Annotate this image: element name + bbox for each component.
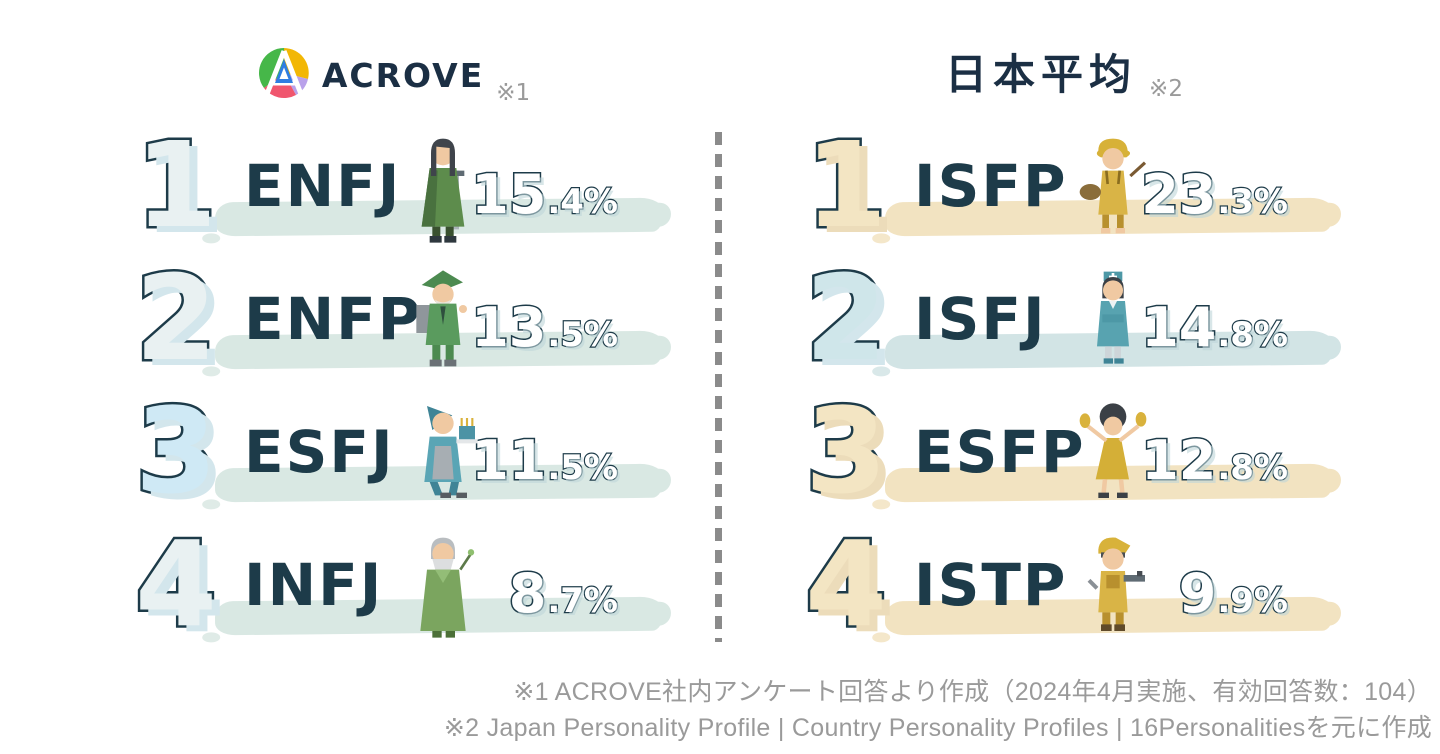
mbti-type-label: ESFP xyxy=(914,418,1086,486)
isfp-adventurer-character-icon xyxy=(1072,136,1154,248)
footnote-2: ※2 Japan Personality Profile | Country P… xyxy=(443,714,1432,742)
mbti-type-label: ESFJ xyxy=(244,418,395,486)
acrove-rank-4-row: 4 INFJ 8.7% xyxy=(120,522,668,660)
mbti-type-label: ISFJ xyxy=(914,285,1047,353)
acrove-rank-2-row: 2 ENFP 13.5% xyxy=(120,256,668,394)
rank-number: 2 xyxy=(802,248,889,387)
percentage-value: 14.8% xyxy=(1140,296,1289,359)
percentage-value: 11.5% xyxy=(470,429,619,492)
japan-rank-4-row: 4 ISTP 9.9% xyxy=(790,522,1338,660)
percentage-value: 12.8% xyxy=(1140,429,1289,492)
acrove-rank-3-row: 3 ESFJ 11.5% xyxy=(120,389,668,527)
isfj-defender-character-icon xyxy=(1072,269,1154,381)
mbti-type-label: INFJ xyxy=(244,551,384,619)
footnote-1: ※1 ACROVE社内アンケート回答より作成（2024年4月実施、有効回答数：1… xyxy=(513,678,1432,706)
acrove-note-ref: ※1 xyxy=(496,80,531,106)
rank-number: 4 xyxy=(802,514,889,653)
percentage-value: 15.4% xyxy=(470,163,619,226)
percentage-value: 9.9% xyxy=(1177,562,1289,625)
percentage-value: 23.3% xyxy=(1140,163,1289,226)
japan-average-title: 日本平均 xyxy=(945,49,1138,99)
acrove-brand-title: ACROVE xyxy=(321,55,485,95)
mbti-type-label: ENFJ xyxy=(244,152,402,220)
rank-number: 3 xyxy=(132,381,219,520)
infj-advocate-character-icon xyxy=(402,535,484,647)
japan-note-ref: ※2 xyxy=(1149,76,1183,102)
rank-number: 1 xyxy=(802,115,889,254)
acrove-rank-1-row: 1 ENFJ 15.4% xyxy=(120,123,668,261)
japan-rank-1-row: 1 ISFP 23.3% xyxy=(790,123,1338,261)
acrove-logo-icon xyxy=(258,47,310,103)
footnotes: ※1 ACROVE社内アンケート回答より作成（2024年4月実施、有効回答数：1… xyxy=(444,674,1432,746)
rank-number: 4 xyxy=(132,514,219,653)
japan-rank-2-row: 2 ISFJ 14.8% xyxy=(790,256,1338,394)
japan-ranking-column: 1 ISFP 23.3% 2 ISFJ xyxy=(790,123,1338,660)
rank-number: 1 xyxy=(132,115,219,254)
percentage-value: 13.5% xyxy=(470,296,619,359)
enfp-campaigner-character-icon xyxy=(402,269,484,381)
esfp-entertainer-character-icon xyxy=(1072,402,1154,514)
rank-number: 2 xyxy=(132,248,219,387)
esfj-consul-character-icon xyxy=(402,402,484,514)
japan-rank-3-row: 3 ESFP 12.8% xyxy=(790,389,1338,527)
dashed-divider xyxy=(715,132,722,642)
enfj-protagonist-character-icon xyxy=(402,136,484,248)
acrove-header: ACROVE ※1 xyxy=(120,44,668,106)
rank-number: 3 xyxy=(802,381,889,520)
percentage-value: 8.7% xyxy=(507,562,619,625)
mbti-type-label: ISFP xyxy=(914,152,1068,220)
istp-virtuoso-character-icon xyxy=(1072,535,1154,647)
mbti-type-label: ENFP xyxy=(244,285,423,353)
mbti-type-label: ISTP xyxy=(914,551,1068,619)
acrove-ranking-column: 1 ENFJ 15.4% 2 ENFP xyxy=(120,123,668,660)
japan-average-header: 日本平均 ※2 xyxy=(790,40,1338,103)
